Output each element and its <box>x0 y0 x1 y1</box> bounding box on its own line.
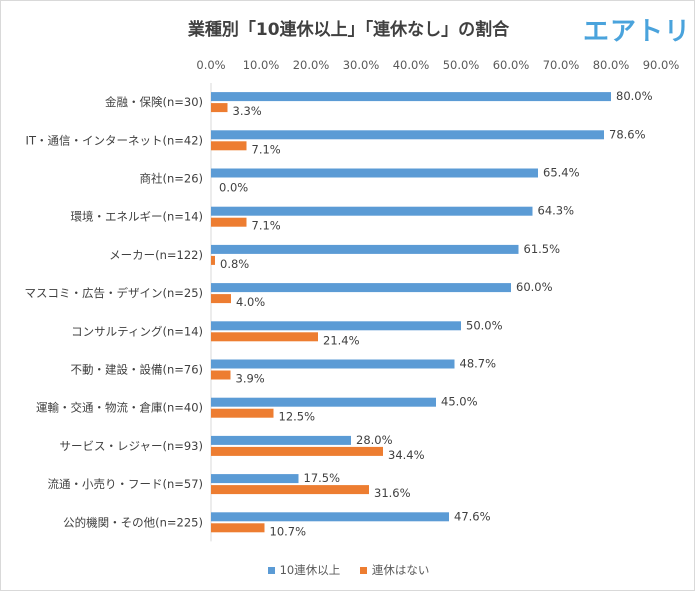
bar-ten-day-plus <box>211 283 511 293</box>
category-label: マスコミ・広告・デザイン(n=25) <box>24 286 203 300</box>
category-label: 金融・保険(n=30) <box>105 95 203 109</box>
bar-ten-day-plus <box>211 397 436 407</box>
data-label: 12.5% <box>279 410 316 424</box>
x-tick-label: 90.0% <box>643 58 680 72</box>
bar-ten-day-plus <box>211 130 604 140</box>
data-label: 17.5% <box>304 471 341 485</box>
x-tick-label: 80.0% <box>593 58 630 72</box>
bar-no-holiday <box>211 332 318 342</box>
data-label: 50.0% <box>466 318 503 332</box>
bar-ten-day-plus <box>211 435 351 445</box>
data-label: 4.0% <box>236 295 265 309</box>
data-label: 0.0% <box>219 181 248 195</box>
data-label: 65.4% <box>543 166 580 180</box>
x-tick-label: 10.0% <box>243 58 280 72</box>
category-label: 環境・エネルギー(n=14) <box>70 210 203 224</box>
x-tick-label: 70.0% <box>543 58 580 72</box>
legend-item: 連休はない <box>359 562 430 578</box>
x-tick-label: 40.0% <box>393 58 430 72</box>
data-label: 34.4% <box>388 448 425 462</box>
category-label: 不動・建設・設備(n=76) <box>70 363 203 377</box>
bar-ten-day-plus <box>211 512 449 522</box>
data-label: 28.0% <box>356 433 393 447</box>
category-label: 公的機関・その他(n=225) <box>63 515 203 529</box>
data-label: 80.0% <box>616 89 653 103</box>
bar-ten-day-plus <box>211 206 533 216</box>
bar-ten-day-plus <box>211 359 455 369</box>
data-label: 47.6% <box>454 509 491 523</box>
bar-ten-day-plus <box>211 244 519 254</box>
data-label: 3.9% <box>236 372 265 386</box>
brand-logo: エアトリ <box>583 17 692 47</box>
data-label: 78.6% <box>609 127 646 141</box>
data-label: 64.3% <box>538 204 575 218</box>
bar-no-holiday <box>211 294 231 304</box>
bar-ten-day-plus <box>211 168 538 178</box>
bar-ten-day-plus <box>211 321 461 331</box>
data-label: 45.0% <box>441 395 478 409</box>
category-label: 流通・小売り・フード(n=57) <box>47 477 203 491</box>
x-tick-label: 60.0% <box>493 58 530 72</box>
legend-swatch <box>359 566 367 574</box>
bar-no-holiday <box>211 217 247 227</box>
x-tick-label: 0.0% <box>196 58 225 72</box>
data-label: 48.7% <box>460 357 497 371</box>
category-label: 運輸・交通・物流・倉庫(n=40) <box>36 401 203 415</box>
data-label: 61.5% <box>524 242 561 256</box>
legend-label: 連休はない <box>371 563 430 577</box>
bar-no-holiday <box>211 141 247 151</box>
data-label: 7.1% <box>252 142 281 156</box>
bar-no-holiday <box>211 446 383 456</box>
category-label: サービス・レジャー(n=93) <box>60 439 203 453</box>
x-tick-label: 20.0% <box>293 58 330 72</box>
category-label: 商社(n=26) <box>139 172 203 186</box>
legend-label: 10連休以上 <box>279 563 341 577</box>
data-label: 31.6% <box>374 486 411 500</box>
bar-no-holiday <box>211 485 369 495</box>
bar-chart: 0.0% 10.0% 20.0% 30.0% 40.0% 50.0% 60.0% 70.0% 8… <box>24 58 680 542</box>
bar-no-holiday <box>211 103 228 113</box>
bar-no-holiday <box>211 408 274 418</box>
bar-ten-day-plus <box>211 474 299 484</box>
data-label: 10.7% <box>270 524 307 538</box>
data-label: 60.0% <box>516 280 553 294</box>
bar-no-holiday <box>211 523 265 533</box>
category-label: コンサルティング(n=14) <box>71 324 203 338</box>
category-label: IT・通信・インターネット(n=42) <box>26 133 203 147</box>
category-label: メーカー(n=122) <box>109 248 203 262</box>
bar-ten-day-plus <box>211 92 611 102</box>
legend-swatch <box>267 566 275 574</box>
x-tick-label: 30.0% <box>343 58 380 72</box>
data-label: 0.8% <box>220 257 249 271</box>
data-label: 3.3% <box>233 104 262 118</box>
data-label: 7.1% <box>252 219 281 233</box>
x-tick-label: 50.0% <box>443 58 480 72</box>
bar-no-holiday <box>211 255 215 265</box>
bar-no-holiday <box>211 370 231 380</box>
legend-item: 10連休以上 <box>267 562 341 578</box>
legend: 10連休以上 連休はない <box>1 562 694 578</box>
chart-title: 業種別「10連休以上」「連休なし」の割合 <box>187 20 510 40</box>
data-label: 21.4% <box>323 333 360 347</box>
